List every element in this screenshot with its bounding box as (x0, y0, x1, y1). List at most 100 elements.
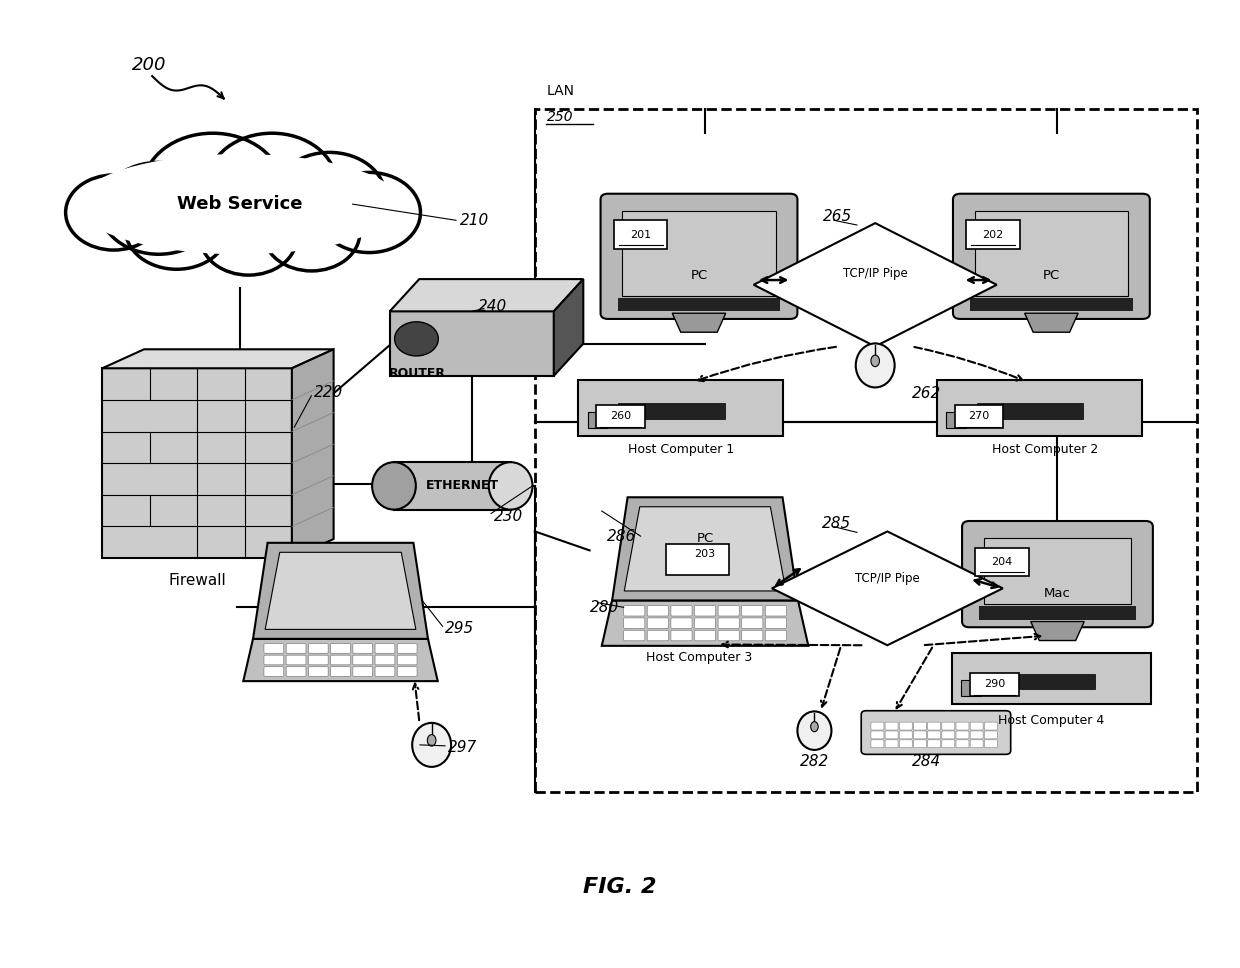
FancyBboxPatch shape (618, 298, 780, 312)
Polygon shape (389, 312, 554, 376)
Polygon shape (265, 553, 415, 629)
FancyBboxPatch shape (936, 380, 1142, 437)
Text: PC: PC (1043, 269, 1060, 282)
FancyBboxPatch shape (962, 521, 1153, 627)
FancyBboxPatch shape (885, 722, 898, 730)
Text: 250: 250 (547, 109, 574, 124)
Ellipse shape (372, 462, 415, 509)
FancyBboxPatch shape (600, 194, 797, 318)
FancyBboxPatch shape (914, 740, 926, 747)
Text: 203: 203 (694, 549, 715, 559)
Circle shape (201, 200, 296, 275)
FancyBboxPatch shape (622, 211, 775, 296)
Ellipse shape (412, 723, 451, 767)
Polygon shape (243, 639, 438, 681)
FancyBboxPatch shape (942, 722, 955, 730)
FancyBboxPatch shape (862, 711, 1011, 754)
Text: 280: 280 (589, 600, 619, 615)
Polygon shape (103, 349, 334, 368)
FancyBboxPatch shape (331, 667, 351, 677)
Text: 270: 270 (968, 411, 990, 421)
FancyBboxPatch shape (694, 618, 715, 628)
Polygon shape (389, 279, 583, 312)
Text: FIG. 2: FIG. 2 (583, 877, 657, 897)
Polygon shape (103, 368, 291, 558)
FancyBboxPatch shape (765, 630, 786, 641)
Polygon shape (672, 314, 725, 332)
FancyBboxPatch shape (985, 538, 1131, 604)
FancyBboxPatch shape (666, 544, 729, 575)
FancyBboxPatch shape (765, 606, 786, 616)
Text: 290: 290 (983, 680, 1004, 689)
Text: TCP/IP Pipe: TCP/IP Pipe (843, 267, 908, 280)
FancyBboxPatch shape (914, 731, 926, 739)
FancyBboxPatch shape (374, 655, 394, 665)
FancyBboxPatch shape (264, 667, 284, 677)
Text: 262: 262 (911, 386, 941, 402)
Polygon shape (1030, 621, 1084, 641)
FancyBboxPatch shape (742, 630, 763, 641)
FancyBboxPatch shape (899, 731, 913, 739)
FancyBboxPatch shape (624, 606, 645, 616)
FancyBboxPatch shape (942, 731, 955, 739)
FancyBboxPatch shape (671, 606, 692, 616)
Polygon shape (601, 600, 808, 646)
FancyBboxPatch shape (870, 740, 884, 747)
Text: ETHERNET: ETHERNET (425, 479, 498, 493)
Polygon shape (554, 279, 583, 376)
FancyBboxPatch shape (985, 740, 997, 747)
Text: TCP/IP Pipe: TCP/IP Pipe (854, 572, 920, 586)
Text: 220: 220 (314, 385, 343, 401)
Text: PC: PC (691, 269, 708, 282)
Text: Host Computer 1: Host Computer 1 (627, 443, 734, 456)
Text: Host Computer 3: Host Computer 3 (646, 651, 753, 664)
Text: 204: 204 (992, 557, 1013, 567)
FancyBboxPatch shape (397, 667, 417, 677)
FancyBboxPatch shape (928, 740, 941, 747)
FancyBboxPatch shape (977, 404, 1084, 418)
FancyBboxPatch shape (588, 412, 608, 428)
FancyBboxPatch shape (331, 655, 351, 665)
FancyBboxPatch shape (614, 221, 667, 249)
FancyBboxPatch shape (966, 221, 1019, 249)
Circle shape (143, 134, 283, 242)
Text: 282: 282 (800, 753, 830, 769)
Circle shape (394, 321, 438, 356)
FancyBboxPatch shape (309, 644, 329, 653)
FancyBboxPatch shape (870, 731, 884, 739)
FancyBboxPatch shape (899, 740, 913, 747)
FancyBboxPatch shape (694, 630, 715, 641)
Circle shape (317, 172, 420, 253)
Polygon shape (624, 507, 786, 590)
Text: 295: 295 (445, 620, 474, 636)
FancyBboxPatch shape (970, 298, 1133, 312)
Text: 202: 202 (982, 229, 1003, 239)
Polygon shape (754, 224, 997, 347)
FancyBboxPatch shape (956, 740, 968, 747)
FancyBboxPatch shape (985, 731, 997, 739)
Polygon shape (771, 531, 1003, 646)
Ellipse shape (78, 154, 402, 255)
Circle shape (100, 163, 217, 255)
Text: Firewall: Firewall (169, 573, 226, 589)
FancyBboxPatch shape (970, 731, 983, 739)
Circle shape (263, 196, 360, 271)
FancyBboxPatch shape (928, 722, 941, 730)
Ellipse shape (797, 711, 832, 750)
FancyBboxPatch shape (718, 618, 739, 628)
FancyBboxPatch shape (619, 404, 725, 418)
FancyBboxPatch shape (624, 630, 645, 641)
FancyBboxPatch shape (624, 618, 645, 628)
Text: 265: 265 (823, 209, 852, 224)
Circle shape (208, 134, 336, 233)
Ellipse shape (856, 344, 894, 387)
FancyBboxPatch shape (970, 673, 1018, 696)
FancyBboxPatch shape (956, 731, 968, 739)
FancyBboxPatch shape (374, 644, 394, 653)
FancyBboxPatch shape (397, 644, 417, 653)
FancyBboxPatch shape (980, 606, 1136, 620)
FancyBboxPatch shape (956, 722, 968, 730)
FancyBboxPatch shape (578, 380, 784, 437)
Text: 297: 297 (448, 741, 476, 755)
FancyBboxPatch shape (647, 606, 668, 616)
